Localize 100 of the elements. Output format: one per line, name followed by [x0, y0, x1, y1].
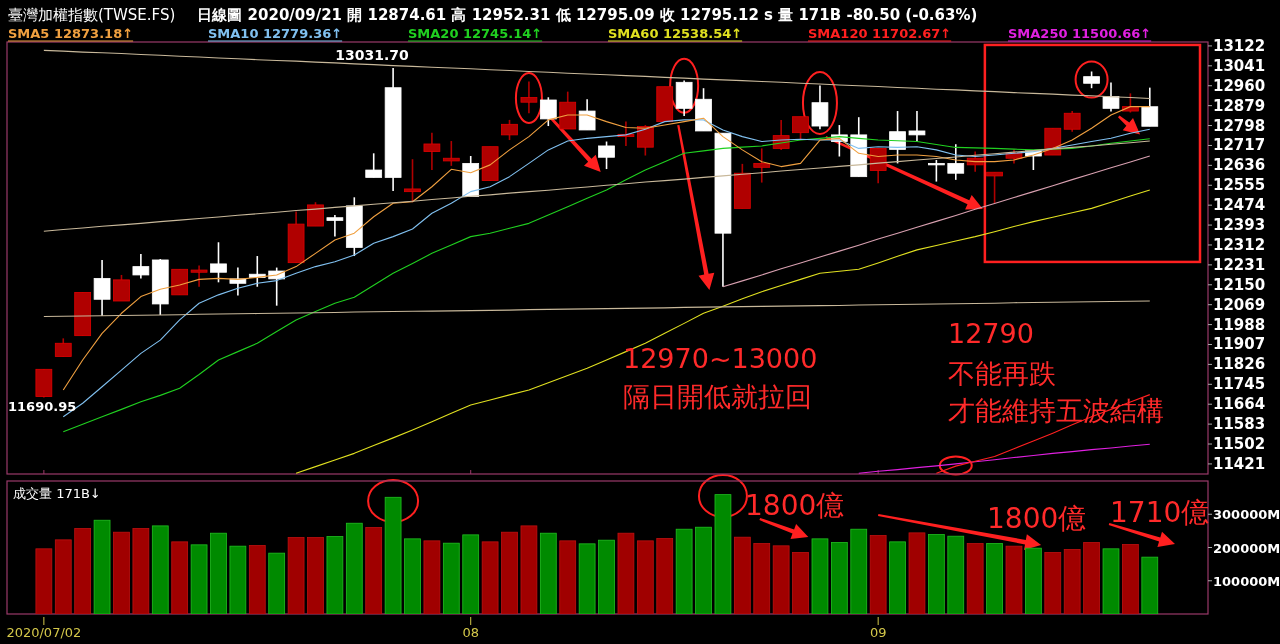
- bar: [229, 545, 247, 614]
- bar: [986, 543, 1003, 614]
- candlestick: [792, 115, 809, 141]
- candlestick: [520, 80, 538, 115]
- line-series: [722, 155, 1151, 288]
- y-tick-label: 200000M: [1213, 540, 1280, 556]
- text: SMA60 12538.54↑: [608, 26, 743, 41]
- candlestick: [986, 171, 1003, 204]
- y-tick-label: 13041: [1213, 56, 1266, 75]
- y-tick-label: 11502: [1213, 435, 1266, 454]
- y-tick-label: 12231: [1213, 255, 1266, 274]
- y-tick-label: 12555: [1213, 176, 1266, 195]
- bar: [74, 528, 92, 614]
- candlestick: [326, 214, 344, 238]
- candlestick: [442, 140, 460, 167]
- candlestick: [132, 253, 150, 280]
- candlestick: [210, 241, 227, 284]
- candlestick: [93, 259, 111, 317]
- annotation: 12790: [948, 318, 1034, 349]
- y-tick-label: 11907: [1213, 335, 1266, 354]
- bar: [1122, 544, 1139, 614]
- annotation: 1800億: [987, 502, 1087, 535]
- annotation: 11690.95: [8, 399, 77, 414]
- bar: [928, 534, 945, 614]
- annotation: 不能再跌: [948, 358, 1056, 389]
- bar: [1005, 545, 1023, 614]
- bar: [966, 543, 984, 614]
- y-tick-label: 11745: [1213, 375, 1266, 394]
- bar: [520, 525, 538, 614]
- y-tick-label: 12636: [1213, 156, 1266, 175]
- bar: [93, 519, 111, 614]
- bar: [307, 537, 324, 614]
- bar: [714, 494, 732, 614]
- bar: [733, 536, 751, 614]
- bar: [598, 539, 615, 614]
- bar: [675, 528, 693, 614]
- candlestick: [753, 147, 771, 184]
- y-tick-label: 12312: [1213, 235, 1266, 254]
- bar: [869, 535, 887, 614]
- x-tick-label: 08: [462, 625, 479, 640]
- annotation: 隔日開低就拉回: [623, 381, 812, 412]
- y-tick-label: 11421: [1213, 454, 1266, 473]
- bar: [1141, 556, 1159, 614]
- bar: [831, 542, 848, 614]
- text: SMA20 12745.14↑: [408, 26, 543, 41]
- bar: [268, 552, 286, 614]
- bar: [1063, 549, 1081, 614]
- bar: [1044, 552, 1062, 614]
- bar: [113, 531, 130, 614]
- candlestick: [1063, 110, 1081, 133]
- bar: [772, 545, 790, 614]
- bar: [132, 528, 150, 614]
- y-tick-label: 12960: [1213, 76, 1266, 95]
- text: SMA250 11500.66↑: [1008, 26, 1152, 41]
- y-tick-label: 12150: [1213, 275, 1266, 294]
- bar: [345, 522, 363, 614]
- candlestick: [404, 158, 421, 204]
- bar: [54, 539, 72, 614]
- y-tick-label: 100000M: [1213, 573, 1280, 589]
- bar: [578, 543, 596, 614]
- candlestick: [947, 143, 965, 181]
- y-tick-label: 12393: [1213, 216, 1266, 235]
- candlestick: [423, 131, 441, 171]
- text: SMA5 12873.18↑: [8, 26, 134, 41]
- y-tick-label: 12879: [1213, 96, 1266, 115]
- x-tick-label: 09: [869, 625, 887, 640]
- bar: [850, 528, 868, 614]
- bar: [248, 545, 266, 614]
- bar: [792, 552, 809, 614]
- bar: [190, 544, 208, 614]
- bar: [947, 535, 965, 614]
- text: SMA10 12779.36↑: [208, 26, 343, 41]
- bar: [695, 526, 712, 614]
- bar: [35, 548, 53, 614]
- y-tick-label: 11826: [1213, 355, 1266, 374]
- bar: [1025, 547, 1042, 614]
- bar: [384, 496, 402, 614]
- y-tick-label: 11583: [1213, 415, 1266, 434]
- candlestick: [539, 96, 557, 127]
- annotation: 1710億: [1110, 496, 1210, 529]
- annotation: 12970~13000: [623, 343, 818, 374]
- chart-title: 成交量 171B↓: [13, 486, 101, 501]
- text: SMA120 11702.67↑: [808, 26, 952, 41]
- candlestick: [501, 119, 518, 141]
- x-tick-label: 2020/07/02: [6, 625, 82, 640]
- bar: [908, 532, 926, 614]
- bar: [365, 527, 383, 614]
- line-series: [43, 140, 1151, 232]
- candlestick: [54, 337, 72, 358]
- line-series: [43, 300, 1151, 318]
- y-tick-label: 12717: [1213, 136, 1266, 155]
- bar: [481, 541, 499, 614]
- bar: [287, 537, 305, 614]
- y-tick-label: 12798: [1213, 116, 1266, 135]
- candlestick: [1141, 86, 1159, 128]
- bar: [889, 541, 906, 614]
- candlestick: [869, 147, 887, 185]
- bar: [656, 538, 674, 614]
- y-tick-label: 11664: [1213, 395, 1266, 414]
- bar: [617, 532, 635, 614]
